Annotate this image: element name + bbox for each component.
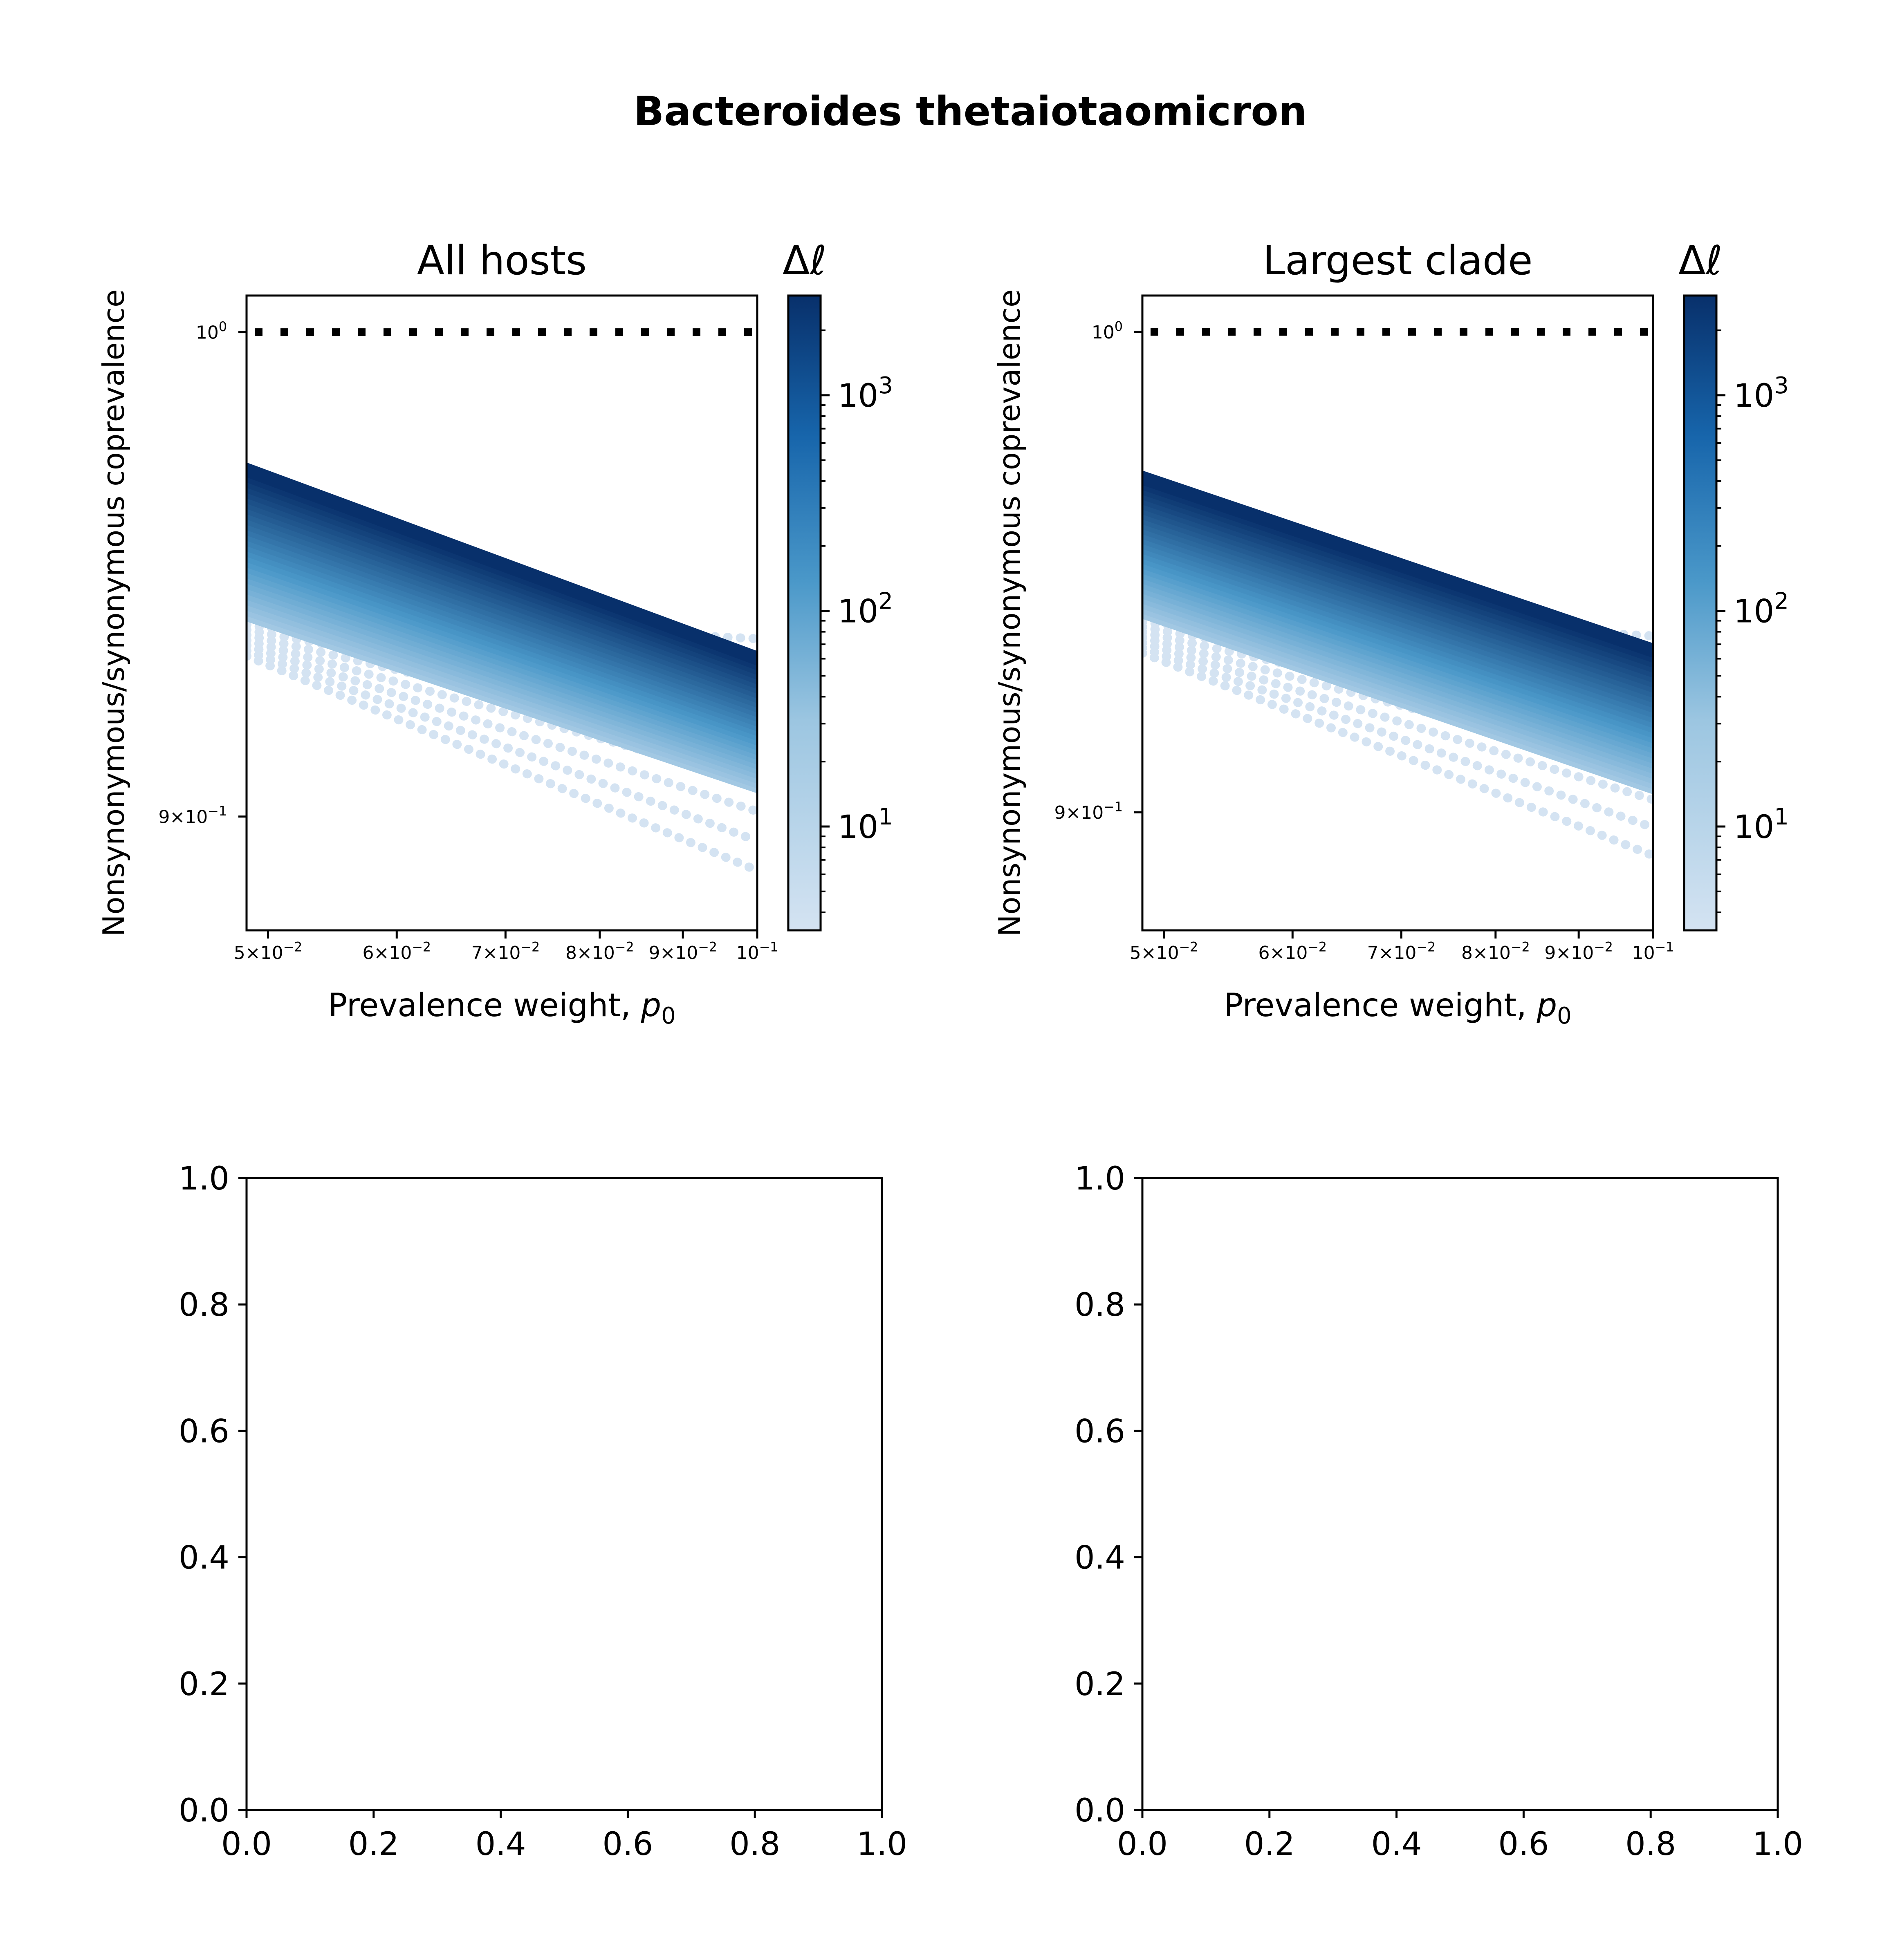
x-tick-label-1: 5×10−2 — [1130, 940, 1198, 963]
x-tick-label-3: 0.4 — [476, 1826, 526, 1863]
x-axis-label: Prevalence weight, p0 — [1224, 987, 1571, 1029]
y-tick-label-1: 0.0 — [179, 1792, 229, 1829]
y-tick-label-2: 0.2 — [179, 1666, 229, 1703]
y-axis-label: Nonsynonymous/synonymous coprevalence — [992, 289, 1027, 937]
series-faint-3 — [247, 641, 757, 816]
figure-suptitle: Bacteroides thetaiotaomicron — [633, 88, 1307, 135]
y-tick-label-1: 0.0 — [1074, 1792, 1125, 1829]
panel-title: Largest clade — [1263, 237, 1532, 284]
x-tick-label-6: 10−1 — [1632, 940, 1674, 963]
series-28 — [1142, 470, 1653, 658]
panel-1: 5×10−2 6×10−2 7×10−2 8×10−2 9×10−2 10−1 100 9×1… — [96, 237, 893, 1029]
x-tick-label-4: 8×10−2 — [1461, 940, 1530, 963]
axes-frame — [1141, 294, 1654, 932]
x-tick-label-5: 9×10−2 — [648, 940, 717, 963]
x-tick-label-4: 0.6 — [602, 1826, 653, 1863]
x-tick-label-1: 0.0 — [221, 1826, 272, 1863]
axes-frame — [245, 1177, 883, 1811]
x-axis-label: Prevalence weight, p0 — [328, 987, 675, 1029]
colorbar — [787, 294, 822, 932]
colorbar-tick-label-1: 101 — [1734, 804, 1789, 846]
colorbar-label: Δℓ — [783, 237, 827, 284]
colorbar-tick-label-1: 101 — [838, 804, 893, 846]
x-tick-label-3: 7×10−2 — [1367, 940, 1436, 963]
colorbar-tick-label-2: 102 — [1734, 588, 1789, 630]
y-tick-label-4: 0.6 — [1074, 1413, 1125, 1450]
y-tick-label-3: 0.4 — [179, 1540, 229, 1577]
y-tick-label-6: 1.0 — [179, 1160, 229, 1197]
y-tick-label-2: 9×10−1 — [1054, 800, 1123, 823]
y-tick-label-5: 0.8 — [1074, 1287, 1125, 1324]
x-tick-label-5: 9×10−2 — [1544, 940, 1613, 963]
x-tick-label-5: 0.8 — [1625, 1826, 1676, 1863]
series-group — [247, 463, 757, 875]
colorbar — [1683, 294, 1718, 932]
series-faint-2 — [247, 646, 757, 846]
y-tick-label-3: 0.4 — [1074, 1540, 1125, 1577]
series-group — [1142, 470, 1653, 860]
x-tick-label-2: 6×10−2 — [1258, 940, 1327, 963]
x-tick-label-4: 0.6 — [1498, 1826, 1549, 1863]
series-faint-1 — [1142, 648, 1653, 860]
colorbar-label: Δℓ — [1678, 237, 1723, 284]
x-tick-label-3: 7×10−2 — [471, 940, 540, 963]
x-tick-label-1: 5×10−2 — [234, 940, 303, 963]
y-tick-label-2: 0.2 — [1074, 1666, 1125, 1703]
axes-frame — [1141, 1177, 1779, 1811]
colorbar-tick-label-3: 103 — [1734, 372, 1789, 414]
panel-title: All hosts — [417, 237, 587, 284]
x-tick-label-6: 10−1 — [736, 940, 778, 963]
x-tick-label-1: 0.0 — [1117, 1826, 1168, 1863]
y-tick-label-2: 9×10−1 — [158, 804, 227, 827]
series-faint-3 — [1142, 638, 1653, 804]
series-faint-1 — [247, 651, 757, 875]
panel-3: 0.0 0.2 0.4 0.6 0.8 1.0 0.0 0.2 0.4 0.6 0.8 1.0 — [179, 1160, 907, 1863]
y-tick-label-6: 1.0 — [1074, 1160, 1125, 1197]
x-tick-label-5: 0.8 — [729, 1826, 780, 1863]
y-tick-label-5: 0.8 — [179, 1287, 229, 1324]
axes-frame — [245, 294, 758, 932]
x-tick-label-6: 1.0 — [857, 1826, 907, 1863]
x-tick-label-3: 0.4 — [1371, 1826, 1422, 1863]
y-axis-label: Nonsynonymous/synonymous coprevalence — [96, 289, 131, 937]
x-tick-label-2: 0.2 — [1244, 1826, 1295, 1863]
colorbar-tick-label-3: 103 — [838, 372, 893, 414]
x-tick-label-2: 6×10−2 — [362, 940, 431, 963]
panel-4: 0.0 0.2 0.4 0.6 0.8 1.0 0.0 0.2 0.4 0.6 0.8 1.0 — [1074, 1160, 1803, 1863]
panel-2: 5×10−2 6×10−2 7×10−2 8×10−2 9×10−2 10−1 100 9×1… — [992, 237, 1789, 1029]
y-tick-label-1: 100 — [1092, 319, 1123, 343]
x-tick-label-4: 8×10−2 — [565, 940, 634, 963]
series-28 — [247, 463, 757, 665]
y-tick-label-1: 100 — [196, 320, 227, 343]
colorbar-tick-label-2: 102 — [838, 588, 893, 630]
y-tick-label-4: 0.6 — [179, 1413, 229, 1450]
x-tick-label-6: 1.0 — [1752, 1826, 1803, 1863]
series-faint-2 — [1142, 643, 1653, 832]
x-tick-label-2: 0.2 — [348, 1826, 399, 1863]
